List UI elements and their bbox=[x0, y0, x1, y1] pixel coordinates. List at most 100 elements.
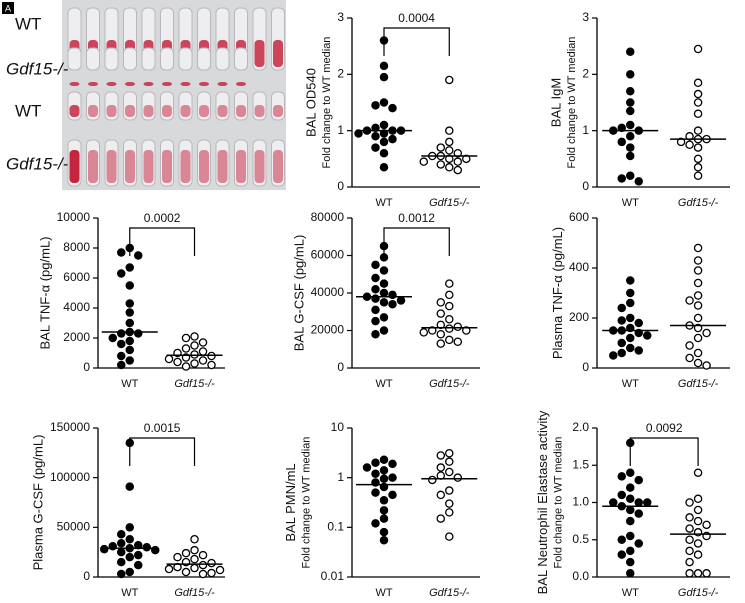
data-point bbox=[626, 106, 635, 116]
data-point bbox=[117, 269, 126, 278]
x-tick-label: WT bbox=[375, 378, 392, 390]
significance-bracket bbox=[383, 27, 450, 56]
row-label: WT bbox=[15, 101, 41, 120]
data-point bbox=[626, 70, 635, 79]
data-point bbox=[445, 154, 454, 164]
y-axis-label: BAL TNF-α (pg/mL) bbox=[37, 237, 52, 350]
data-point bbox=[693, 171, 703, 180]
data-point bbox=[117, 530, 126, 539]
data-point bbox=[371, 329, 380, 339]
y-tick-label: 0 bbox=[337, 179, 344, 193]
y-axis-label: BAL G-CSF (pg/mL) bbox=[291, 235, 306, 352]
data-point bbox=[445, 499, 454, 508]
data-point bbox=[379, 129, 389, 138]
data-point bbox=[617, 137, 627, 147]
data-point bbox=[445, 75, 454, 85]
data-point bbox=[626, 505, 635, 515]
data-point bbox=[626, 288, 635, 298]
data-point bbox=[388, 299, 397, 309]
row-label: Gdf15-/- bbox=[6, 59, 69, 78]
tube-liquid bbox=[143, 82, 154, 86]
data-point bbox=[453, 148, 463, 158]
y-tick-label: 0 bbox=[83, 360, 90, 374]
tube-liquid bbox=[180, 150, 191, 183]
data-point bbox=[693, 143, 703, 152]
data-point bbox=[436, 329, 446, 339]
tube-liquid bbox=[199, 150, 209, 183]
data-point bbox=[133, 560, 143, 570]
tube-liquid bbox=[69, 105, 80, 117]
y-tick-label: 0.01 bbox=[321, 569, 345, 583]
y-tick-label: 0.0 bbox=[572, 569, 589, 583]
data-point bbox=[445, 126, 454, 135]
data-point bbox=[190, 563, 199, 573]
data-point bbox=[685, 353, 694, 363]
data-point bbox=[685, 557, 694, 567]
y-tick-label: 2.0 bbox=[572, 420, 589, 434]
y-tick-label: 0.1 bbox=[327, 520, 344, 534]
data-point bbox=[117, 547, 126, 557]
data-point bbox=[379, 61, 389, 71]
tube-liquid bbox=[162, 82, 172, 86]
data-point bbox=[693, 109, 703, 119]
tube bbox=[215, 47, 230, 71]
data-point bbox=[125, 308, 135, 317]
tube-liquid bbox=[106, 105, 117, 117]
x-tick-label: Gdf15-/- bbox=[174, 378, 215, 390]
y-tick-label: 3 bbox=[337, 10, 344, 24]
y-tick-label: 100000 bbox=[50, 470, 90, 484]
significance-bracket bbox=[383, 227, 450, 256]
row-label: WT bbox=[15, 14, 41, 33]
tube bbox=[141, 47, 156, 71]
data-point bbox=[190, 341, 199, 350]
tube bbox=[104, 47, 119, 71]
data-point bbox=[379, 506, 389, 515]
tube bbox=[123, 47, 137, 71]
tube-liquid bbox=[180, 82, 191, 86]
y-tick-label: 80000 bbox=[311, 210, 345, 224]
data-point bbox=[436, 451, 446, 460]
tube-liquid bbox=[106, 150, 117, 183]
data-point bbox=[117, 248, 126, 257]
data-point bbox=[626, 276, 635, 285]
data-point bbox=[100, 544, 109, 554]
data-point bbox=[693, 348, 703, 358]
data-point bbox=[181, 333, 191, 343]
x-tick-label: WT bbox=[121, 378, 138, 390]
data-point bbox=[617, 535, 627, 545]
data-point bbox=[371, 273, 380, 283]
data-point bbox=[379, 496, 389, 505]
data-point bbox=[379, 466, 389, 475]
y-tick-label: 1 bbox=[337, 470, 344, 484]
y-tick-label: 50000 bbox=[57, 520, 91, 534]
tube bbox=[178, 47, 193, 71]
tube-liquid bbox=[143, 105, 154, 117]
data-point bbox=[693, 154, 703, 164]
data-point bbox=[634, 346, 644, 355]
y-axis-label: BAL PMN/mL bbox=[283, 463, 298, 541]
data-point bbox=[371, 101, 380, 110]
data-point bbox=[693, 516, 703, 526]
data-point bbox=[181, 344, 191, 353]
data-point bbox=[117, 339, 126, 349]
data-point bbox=[626, 143, 635, 152]
data-point bbox=[198, 550, 208, 560]
data-point bbox=[626, 86, 635, 96]
data-point bbox=[626, 151, 635, 161]
data-point bbox=[685, 498, 694, 507]
data-point bbox=[693, 313, 703, 323]
data-point bbox=[702, 569, 711, 578]
data-point bbox=[371, 132, 380, 141]
y-tick-label: 0 bbox=[83, 569, 90, 583]
significance-bracket bbox=[629, 437, 699, 466]
data-point bbox=[685, 546, 694, 556]
data-point bbox=[379, 535, 389, 545]
data-point bbox=[685, 569, 694, 578]
x-tick-label: WT bbox=[375, 587, 392, 599]
data-point bbox=[685, 140, 694, 149]
data-point bbox=[617, 174, 627, 183]
data-point bbox=[371, 458, 380, 467]
y-tick-label: 10000 bbox=[57, 210, 91, 224]
tube-liquid bbox=[217, 82, 228, 86]
data-point bbox=[626, 132, 635, 141]
